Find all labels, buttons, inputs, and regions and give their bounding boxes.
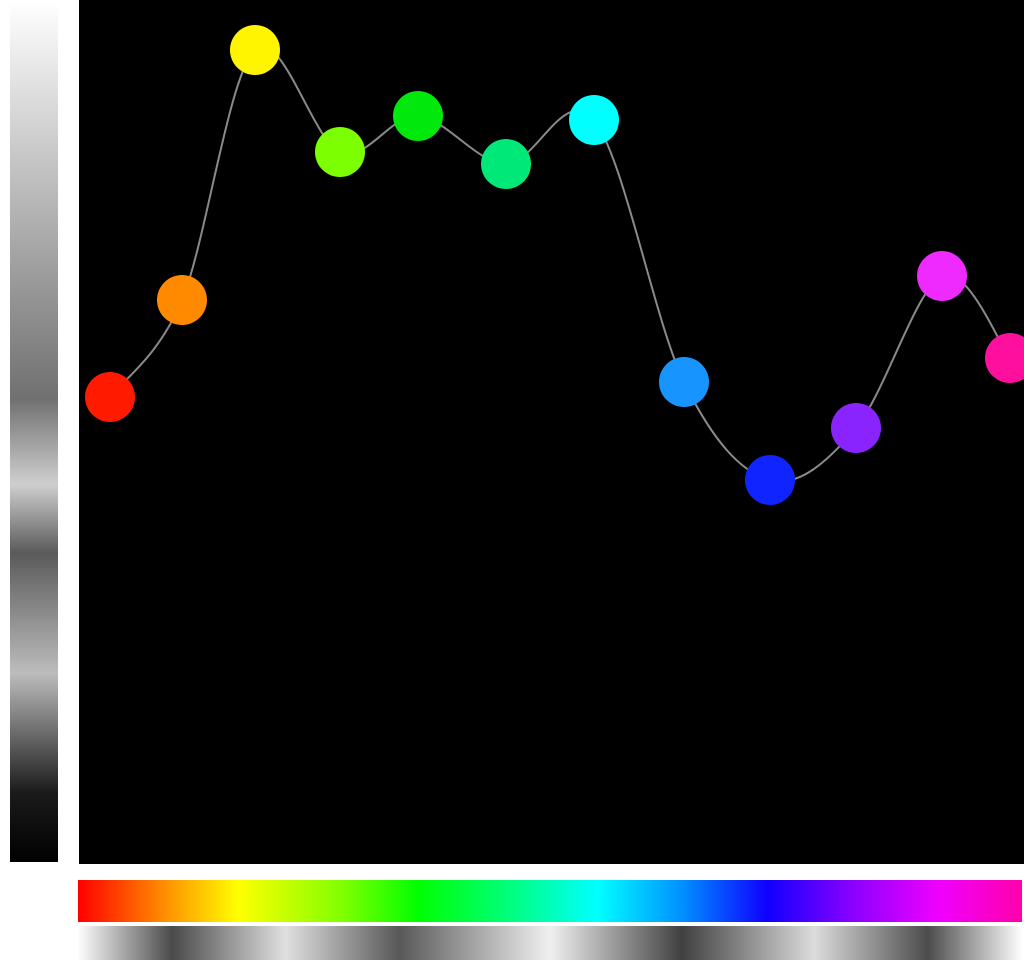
data-point-3	[315, 127, 365, 177]
data-point-9	[831, 403, 881, 453]
data-point-0	[85, 372, 135, 422]
data-point-5	[481, 139, 531, 189]
data-point-4	[393, 91, 443, 141]
data-point-6	[569, 95, 619, 145]
metallic-bar	[78, 926, 1022, 960]
data-point-10	[917, 251, 967, 301]
hue-spectrum-bar	[78, 880, 1022, 922]
chart-svg	[0, 0, 1024, 961]
chart-root	[0, 0, 1024, 961]
left-grayscale-bar	[10, 4, 58, 862]
data-point-2	[230, 25, 280, 75]
plot-background	[78, 0, 1024, 865]
data-point-7	[659, 357, 709, 407]
data-point-8	[745, 455, 795, 505]
data-point-1	[157, 275, 207, 325]
